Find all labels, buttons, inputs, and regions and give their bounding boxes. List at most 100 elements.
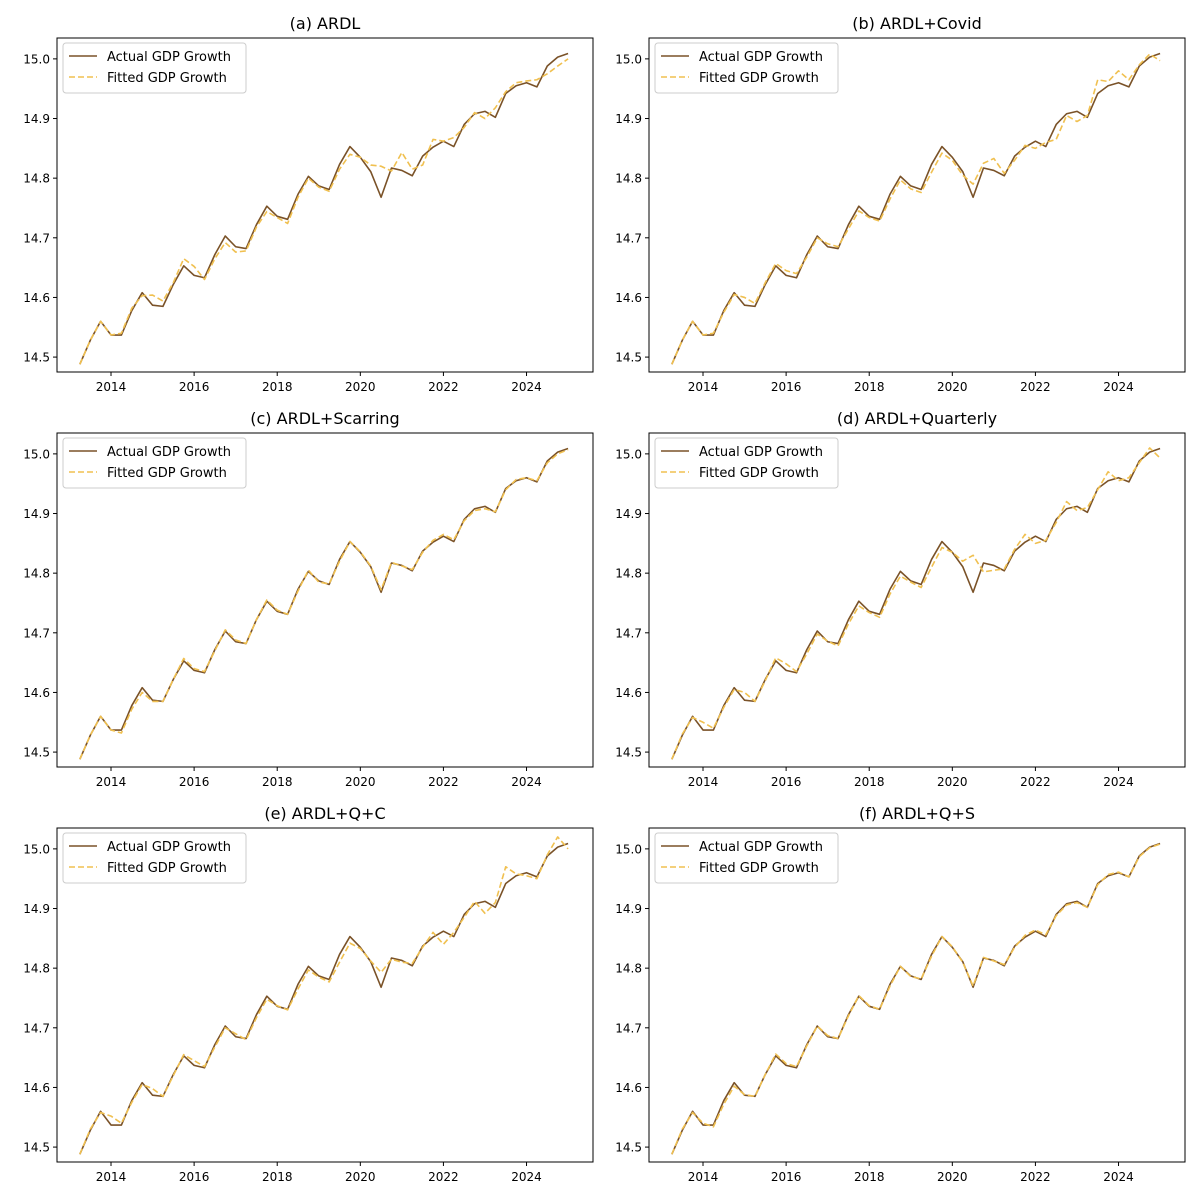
x-tick-label: 2022 xyxy=(1020,1170,1051,1184)
fitted-gdp-line xyxy=(79,58,569,365)
legend-label-actual: Actual GDP Growth xyxy=(699,50,823,65)
y-tick-label: 14.7 xyxy=(23,231,50,245)
x-tick-label: 2016 xyxy=(771,1170,802,1184)
chart-panel-1: (a) ARDL 2014 2016 2018 2020 2022 2024 14.5 14.6… xyxy=(23,14,594,394)
x-tick-label: 2018 xyxy=(262,380,293,394)
legend-box xyxy=(654,42,839,94)
x-tick-label: 2018 xyxy=(262,1170,293,1184)
axes-frame xyxy=(56,37,594,373)
y-tick-label: 14.6 xyxy=(615,291,642,305)
y-tick-label: 14.5 xyxy=(23,746,50,760)
x-tick-label: 2018 xyxy=(854,775,885,789)
fitted-gdp-line xyxy=(671,53,1161,365)
y-tick-label: 15.0 xyxy=(23,842,50,856)
legend-label-fitted: Fitted GDP Growth xyxy=(107,71,227,86)
y-tick-label: 14.7 xyxy=(615,626,642,640)
x-tick-label: 2022 xyxy=(428,1170,459,1184)
x-tick-label: 2020 xyxy=(937,1170,968,1184)
chart-title: (e) ARDL+Q+C xyxy=(264,804,385,823)
x-tick-label: 2016 xyxy=(771,380,802,394)
x-tick-label: 2016 xyxy=(771,775,802,789)
legend: Actual GDP Growth Fitted GDP Growth xyxy=(62,437,247,489)
y-tick-label: 14.7 xyxy=(615,231,642,245)
legend-box xyxy=(654,437,839,489)
axes-frame xyxy=(648,37,1186,373)
y-tick-label: 14.5 xyxy=(615,351,642,365)
x-tick-label: 2014 xyxy=(96,1170,127,1184)
legend: Actual GDP Growth Fitted GDP Growth xyxy=(654,832,839,884)
fitted-gdp-line xyxy=(671,447,1161,760)
x-tick-label: 2024 xyxy=(511,1170,542,1184)
legend-box xyxy=(62,437,247,489)
axes-frame xyxy=(648,827,1186,1163)
x-tick-label: 2016 xyxy=(179,380,210,394)
x-tick-label: 2014 xyxy=(688,1170,719,1184)
y-tick-label: 15.0 xyxy=(23,52,50,66)
y-tick-label: 14.5 xyxy=(615,746,642,760)
x-tick-label: 2024 xyxy=(1103,775,1134,789)
x-tick-label: 2020 xyxy=(937,775,968,789)
y-tick-label: 15.0 xyxy=(615,52,642,66)
y-tick-label: 14.5 xyxy=(615,1141,642,1155)
chart-title: (a) ARDL xyxy=(290,14,361,33)
y-tick-label: 15.0 xyxy=(615,447,642,461)
legend: Actual GDP Growth Fitted GDP Growth xyxy=(62,42,247,94)
x-tick-label: 2022 xyxy=(1020,380,1051,394)
y-tick-label: 14.7 xyxy=(23,626,50,640)
chart-title: (f) ARDL+Q+S xyxy=(859,804,975,823)
y-tick-label: 14.6 xyxy=(23,291,50,305)
x-tick-label: 2014 xyxy=(96,775,127,789)
axes-frame xyxy=(56,432,594,768)
chart-panel-2: (b) ARDL+Covid 2014 2016 2018 2020 2022 2024 14… xyxy=(615,14,1186,394)
legend-label-actual: Actual GDP Growth xyxy=(107,840,231,855)
legend-box xyxy=(62,42,247,94)
y-tick-label: 14.9 xyxy=(615,902,642,916)
legend-label-fitted: Fitted GDP Growth xyxy=(107,466,227,481)
x-tick-label: 2018 xyxy=(854,1170,885,1184)
y-tick-label: 14.6 xyxy=(23,1081,50,1095)
y-tick-label: 14.8 xyxy=(23,172,50,186)
legend-label-fitted: Fitted GDP Growth xyxy=(699,466,819,481)
legend-label-fitted: Fitted GDP Growth xyxy=(107,861,227,876)
chart-panel-6: (f) ARDL+Q+S 2014 2016 2018 2020 2022 2024 14.5… xyxy=(615,804,1186,1184)
legend-label-actual: Actual GDP Growth xyxy=(107,445,231,460)
y-tick-label: 14.8 xyxy=(615,962,642,976)
legend: Actual GDP Growth Fitted GDP Growth xyxy=(62,832,247,884)
actual-gdp-line xyxy=(79,447,569,760)
axes-frame xyxy=(56,827,594,1163)
x-tick-label: 2018 xyxy=(262,775,293,789)
x-tick-label: 2020 xyxy=(345,775,376,789)
y-tick-label: 15.0 xyxy=(23,447,50,461)
legend-label-actual: Actual GDP Growth xyxy=(699,840,823,855)
fitted-gdp-line xyxy=(79,448,569,760)
fitted-gdp-line xyxy=(671,843,1161,1155)
x-tick-label: 2014 xyxy=(96,380,127,394)
actual-gdp-line xyxy=(671,842,1161,1155)
y-tick-label: 14.7 xyxy=(615,1021,642,1035)
legend-box xyxy=(654,832,839,884)
y-tick-label: 14.8 xyxy=(23,567,50,581)
x-tick-label: 2024 xyxy=(1103,380,1134,394)
legend-label-fitted: Fitted GDP Growth xyxy=(699,861,819,876)
y-tick-label: 14.9 xyxy=(23,112,50,126)
y-tick-label: 14.8 xyxy=(615,172,642,186)
axes-frame xyxy=(648,432,1186,768)
chart-panel-5: (e) ARDL+Q+C 2014 2016 2018 2020 2022 2024 14.5… xyxy=(23,804,594,1184)
y-tick-label: 14.6 xyxy=(615,686,642,700)
y-tick-label: 15.0 xyxy=(615,842,642,856)
chart-panel-4: (d) ARDL+Quarterly 2014 2016 2018 2020 2022 20… xyxy=(615,409,1186,789)
x-tick-label: 2022 xyxy=(428,380,459,394)
x-tick-label: 2016 xyxy=(179,775,210,789)
y-tick-label: 14.9 xyxy=(23,902,50,916)
actual-gdp-line xyxy=(79,842,569,1155)
legend-label-actual: Actual GDP Growth xyxy=(699,445,823,460)
legend: Actual GDP Growth Fitted GDP Growth xyxy=(654,42,839,94)
chart-title: (d) ARDL+Quarterly xyxy=(837,409,997,428)
chart-title: (c) ARDL+Scarring xyxy=(250,409,399,428)
chart-title: (b) ARDL+Covid xyxy=(852,14,981,33)
actual-gdp-line xyxy=(79,52,569,365)
legend-box xyxy=(62,832,247,884)
y-tick-label: 14.9 xyxy=(615,112,642,126)
x-tick-label: 2022 xyxy=(1020,775,1051,789)
